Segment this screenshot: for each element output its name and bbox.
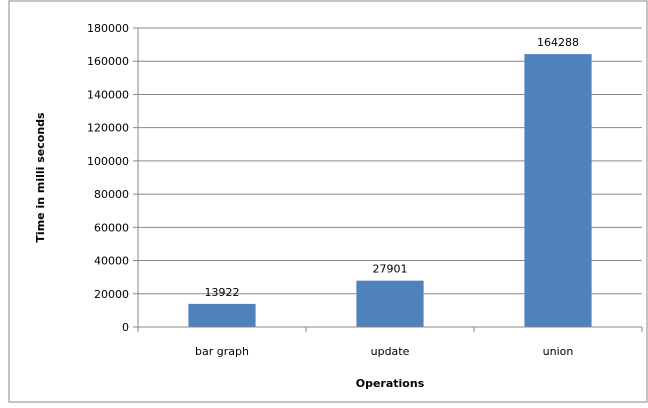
- bar: [524, 54, 591, 327]
- y-axis-title: Time in milli seconds: [34, 112, 47, 243]
- x-tick-label: union: [543, 345, 574, 358]
- y-tick-label: 180000: [87, 22, 129, 35]
- x-axis-title: Operations: [356, 377, 425, 390]
- y-tick-label: 60000: [94, 221, 129, 234]
- data-label: 164288: [537, 36, 579, 49]
- y-tick-label: 140000: [87, 88, 129, 101]
- x-tick-label: bar graph: [195, 345, 249, 358]
- y-tick-label: 100000: [87, 155, 129, 168]
- y-tick-label: 40000: [94, 255, 129, 268]
- y-tick-label: 20000: [94, 288, 129, 301]
- bar: [188, 304, 255, 327]
- y-tick-label: 0: [122, 321, 129, 334]
- y-tick-label: 160000: [87, 55, 129, 68]
- y-tick-label: 80000: [94, 188, 129, 201]
- data-label: 13922: [205, 286, 240, 299]
- x-tick-label: update: [371, 345, 410, 358]
- bar: [356, 281, 423, 327]
- data-label: 27901: [373, 263, 408, 276]
- y-tick-label: 120000: [87, 122, 129, 135]
